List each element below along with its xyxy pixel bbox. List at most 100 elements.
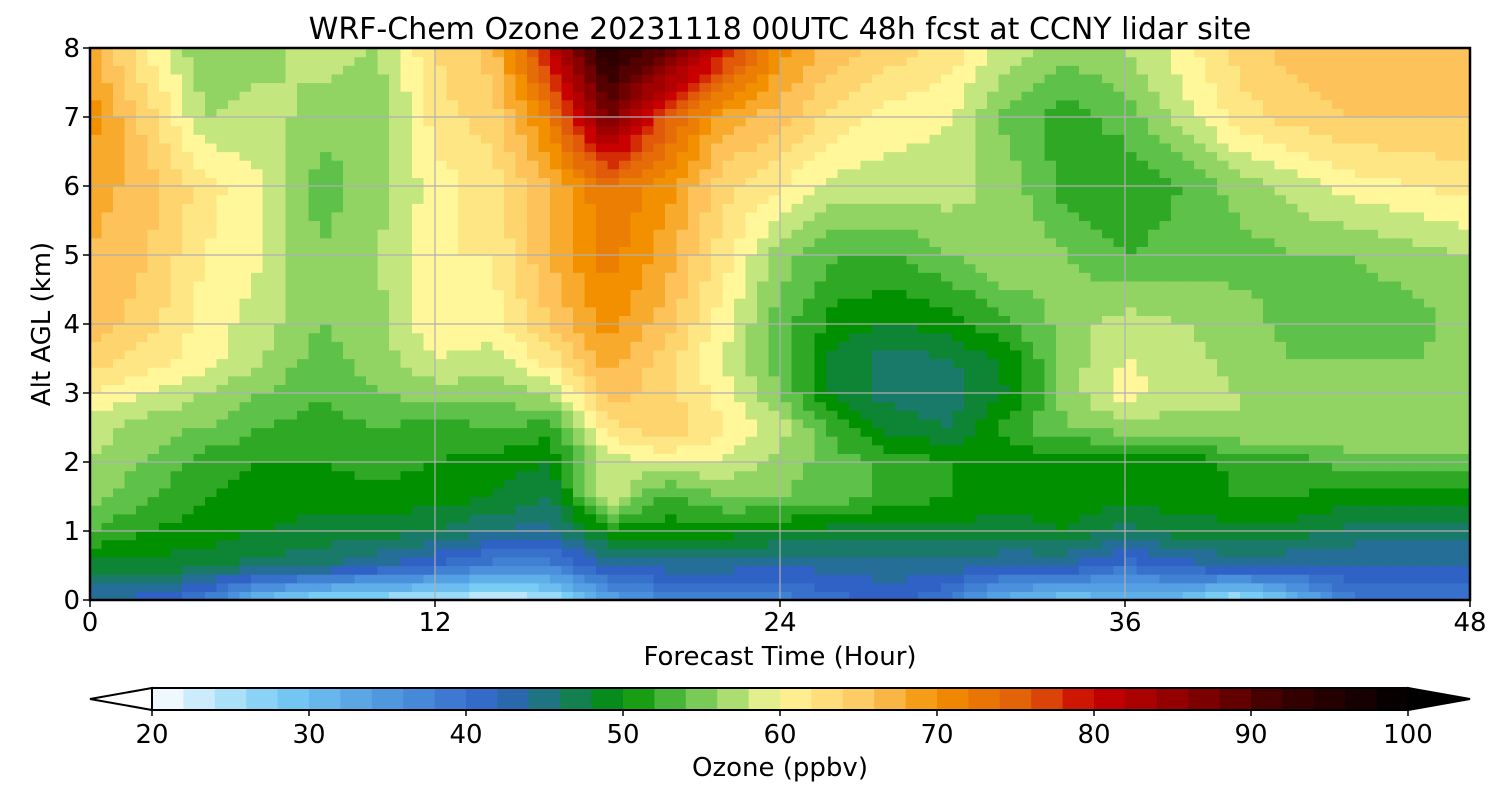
ozone-cell	[849, 556, 862, 567]
ozone-cell	[1205, 548, 1218, 558]
ozone-cell	[1343, 306, 1356, 316]
ozone-cell	[1021, 487, 1034, 498]
ozone-cell	[757, 487, 770, 498]
ozone-cell	[90, 496, 103, 506]
ozone-cell	[285, 289, 298, 299]
ozone-cell	[251, 453, 264, 463]
ozone-cell	[1148, 315, 1161, 325]
ozone-cell	[527, 479, 540, 489]
ozone-cell	[1228, 324, 1241, 334]
ozone-cell	[607, 272, 620, 282]
ozone-cell	[837, 591, 850, 600]
ozone-cell	[1297, 246, 1310, 256]
ozone-cell	[354, 272, 367, 282]
ozone-cell	[1090, 470, 1103, 480]
ozone-cell	[883, 384, 896, 394]
ozone-cell	[1447, 496, 1460, 506]
ozone-cell	[665, 384, 678, 394]
ozone-cell	[515, 513, 528, 523]
ozone-cell	[1435, 591, 1448, 600]
ozone-cell	[504, 539, 517, 549]
ozone-cell	[90, 548, 103, 558]
ozone-cell	[366, 410, 379, 420]
ozone-cell	[101, 315, 114, 325]
ozone-cell	[780, 444, 793, 454]
ozone-cell	[136, 255, 149, 265]
ozone-cell	[182, 401, 195, 411]
ozone-cell	[228, 444, 241, 454]
ozone-cell	[446, 367, 459, 377]
ozone-cell	[745, 349, 758, 360]
ozone-cell	[1125, 427, 1138, 437]
ozone-cell	[297, 272, 310, 282]
ozone-cell	[1366, 349, 1379, 360]
ozone-cell	[1251, 453, 1264, 463]
ozone-cell	[1286, 556, 1299, 567]
ozone-cell	[1102, 522, 1115, 532]
ozone-cell	[481, 574, 494, 584]
ozone-cell	[780, 246, 793, 256]
ozone-cell	[423, 505, 436, 515]
ozone-cell	[1113, 556, 1126, 567]
ozone-cell	[182, 582, 195, 592]
ozone-cell	[446, 349, 459, 360]
ozone-cell	[918, 470, 931, 480]
ozone-cell	[849, 306, 862, 316]
ozone-cell	[1044, 513, 1057, 523]
ozone-cell	[481, 487, 494, 498]
ozone-cell	[1228, 246, 1241, 256]
ozone-cell	[1194, 367, 1207, 377]
ozone-cell	[285, 263, 298, 273]
ozone-cell	[205, 591, 218, 600]
ozone-cell	[745, 306, 758, 316]
ozone-cell	[297, 548, 310, 558]
ozone-cell	[147, 384, 160, 394]
ozone-cell	[826, 565, 839, 575]
ozone-cell	[653, 367, 666, 377]
ozone-cell	[1320, 453, 1333, 463]
ozone-cell	[136, 418, 149, 429]
ozone-cell	[1136, 289, 1149, 299]
ozone-cell	[527, 470, 540, 480]
ozone-cell	[1159, 255, 1172, 265]
ozone-cell	[469, 565, 482, 575]
ozone-cell	[1447, 427, 1460, 437]
ozone-cell	[182, 349, 195, 360]
ozone-cell	[630, 280, 643, 291]
ozone-cell	[1125, 574, 1138, 584]
ozone-cell	[262, 444, 275, 454]
ozone-cell	[883, 393, 896, 403]
ozone-cell	[182, 315, 195, 325]
ozone-cell	[1412, 246, 1425, 256]
ozone-cell	[745, 298, 758, 308]
ozone-cell	[596, 289, 609, 299]
ozone-cell	[377, 574, 390, 584]
ozone-cell	[1309, 479, 1322, 489]
ozone-cell	[1355, 582, 1368, 592]
ozone-cell	[170, 341, 183, 351]
ozone-cell	[90, 556, 103, 567]
ozone-cell	[262, 522, 275, 532]
ozone-cell	[1378, 513, 1391, 523]
ozone-cell	[492, 367, 505, 377]
ozone-cell	[688, 341, 701, 351]
ozone-cell	[1056, 332, 1069, 342]
ozone-cell	[262, 548, 275, 558]
ozone-cell	[492, 306, 505, 316]
ozone-cell	[1309, 272, 1322, 282]
ozone-cell	[538, 556, 551, 567]
ozone-cell	[389, 522, 402, 532]
ozone-cell	[1309, 246, 1322, 256]
ozone-cell	[1297, 444, 1310, 454]
ozone-cell	[412, 332, 425, 342]
ozone-cell	[1263, 375, 1276, 385]
ozone-cell	[596, 479, 609, 489]
ozone-cell	[1067, 444, 1080, 454]
ozone-cell	[941, 556, 954, 567]
ozone-cell	[170, 401, 183, 411]
ozone-cell	[1056, 375, 1069, 385]
ozone-cell	[1389, 531, 1402, 541]
ozone-cell	[895, 306, 908, 316]
ozone-cell	[1286, 487, 1299, 498]
ozone-cell	[998, 401, 1011, 411]
